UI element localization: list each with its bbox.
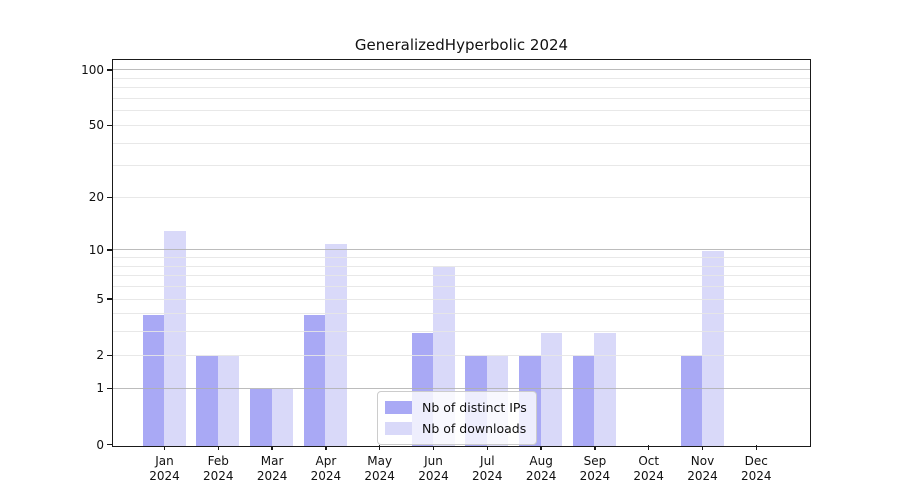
x-tick-month: Jul [480, 453, 495, 468]
x-tick-year: 2024 [579, 469, 611, 483]
x-tick-year: 2024 [256, 469, 288, 483]
minor-gridline-60 [112, 110, 810, 112]
x-tick-label-dec: Dec 2024 [724, 454, 788, 485]
x-tick-may [379, 445, 381, 450]
x-tick-year: 2024 [472, 469, 503, 483]
y-tick-label-50: 50 [88, 118, 104, 133]
plot-area [111, 58, 811, 447]
y-tick-10 [106, 249, 112, 251]
x-tick-month: Oct [638, 453, 660, 468]
bar-ips-feb [196, 356, 218, 446]
x-tick-month: Jan [155, 453, 174, 468]
y-tick-label-2: 2 [96, 348, 104, 363]
x-tick-month: Jun [424, 453, 443, 468]
legend: Nb of distinct IPs Nb of downloads [377, 391, 537, 445]
x-tick-year: 2024 [633, 469, 664, 483]
y-tick-label-20: 20 [88, 190, 104, 205]
y-tick-100 [106, 69, 112, 71]
bar-ips-apr [303, 314, 326, 446]
x-tick-mar [271, 445, 273, 450]
y-tick-0 [106, 443, 112, 446]
y-tick-label-0: 0 [96, 437, 104, 452]
x-tick-month: Apr [315, 453, 337, 468]
bar-downloads-sep [594, 332, 616, 446]
x-tick-month: Aug [529, 453, 553, 468]
x-tick-year: 2024 [741, 469, 772, 483]
x-tick-oct [648, 445, 650, 450]
x-tick-year: 2024 [310, 469, 342, 483]
x-tick-label-apr: Apr 2024 [294, 454, 358, 485]
y-tick-1 [106, 387, 112, 389]
x-tick-month: Sep [583, 453, 607, 468]
x-tick-year: 2024 [203, 469, 234, 483]
x-tick-label-sep: Sep 2024 [563, 454, 627, 485]
y-tick-2 [106, 354, 112, 357]
x-tick-jan [163, 445, 166, 450]
bar-ips-jan [142, 314, 164, 446]
x-tick-label-oct: Oct 2024 [617, 454, 681, 485]
legend-item-downloads: Nb of downloads [385, 418, 527, 439]
bar-ips-sep [572, 356, 595, 446]
legend-swatch-downloads [385, 422, 412, 435]
x-tick-month: May [367, 453, 393, 468]
y-tick-label-1: 1 [96, 381, 104, 396]
x-tick-year: 2024 [364, 469, 395, 483]
x-tick-year: 2024 [525, 469, 557, 483]
legend-label-distinct-ips: Nb of distinct IPs [422, 400, 527, 415]
bar-ips-mar [250, 389, 272, 446]
x-tick-year: 2024 [149, 469, 180, 483]
x-tick-aug [540, 445, 542, 450]
x-tick-label-jul: Jul 2024 [455, 454, 519, 485]
x-tick-label-may: May 2024 [348, 454, 412, 485]
bar-downloads-jan [164, 231, 186, 446]
bar-downloads-nov [702, 250, 724, 446]
x-tick-label-nov: Nov 2024 [671, 454, 735, 485]
bar-ips-nov [680, 356, 702, 446]
y-tick-5 [106, 298, 112, 300]
y-tick-50 [106, 124, 112, 127]
x-tick-label-feb: Feb 2024 [186, 454, 250, 485]
legend-swatch-distinct-ips [385, 401, 412, 414]
y-tick-label-100: 100 [81, 62, 104, 77]
x-tick-month: Mar [260, 453, 284, 468]
x-tick-sep [594, 445, 596, 450]
minor-gridline-30 [112, 165, 810, 167]
x-tick-jul [486, 445, 488, 450]
minor-gridline-70 [112, 97, 810, 99]
x-tick-label-jan: Jan 2024 [133, 454, 197, 485]
bar-downloads-aug [540, 332, 563, 446]
x-tick-label-jun: Jun 2024 [402, 454, 466, 485]
bar-downloads-feb [217, 356, 240, 446]
x-tick-dec [755, 445, 757, 450]
x-tick-feb [217, 445, 219, 450]
minor-gridline-90 [112, 77, 810, 79]
minor-gridline-50 [112, 124, 810, 126]
chart-title: GeneralizedHyperbolic 2024 [354, 36, 569, 54]
x-tick-year: 2024 [687, 469, 718, 483]
x-tick-apr [325, 445, 327, 450]
x-tick-month: Feb [207, 453, 229, 468]
x-tick-month: Dec [744, 453, 768, 468]
legend-item-distinct-ips: Nb of distinct IPs [385, 397, 527, 418]
major-gridline-100 [112, 69, 810, 71]
y-tick-label-10: 10 [88, 242, 104, 257]
x-tick-month: Nov [690, 453, 715, 468]
x-tick-nov [701, 445, 704, 450]
legend-label-downloads: Nb of downloads [422, 421, 527, 436]
y-tick-20 [106, 196, 112, 199]
minor-gridline-20 [112, 196, 810, 198]
x-tick-year: 2024 [418, 469, 449, 483]
minor-gridline-40 [112, 142, 810, 144]
x-tick-jun [432, 445, 435, 450]
x-tick-label-mar: Mar 2024 [240, 454, 304, 485]
x-tick-label-aug: Aug 2024 [509, 454, 573, 485]
bar-downloads-apr [325, 243, 347, 446]
bar-downloads-mar [271, 389, 294, 446]
y-tick-label-5: 5 [96, 292, 104, 307]
minor-gridline-80 [112, 87, 810, 89]
